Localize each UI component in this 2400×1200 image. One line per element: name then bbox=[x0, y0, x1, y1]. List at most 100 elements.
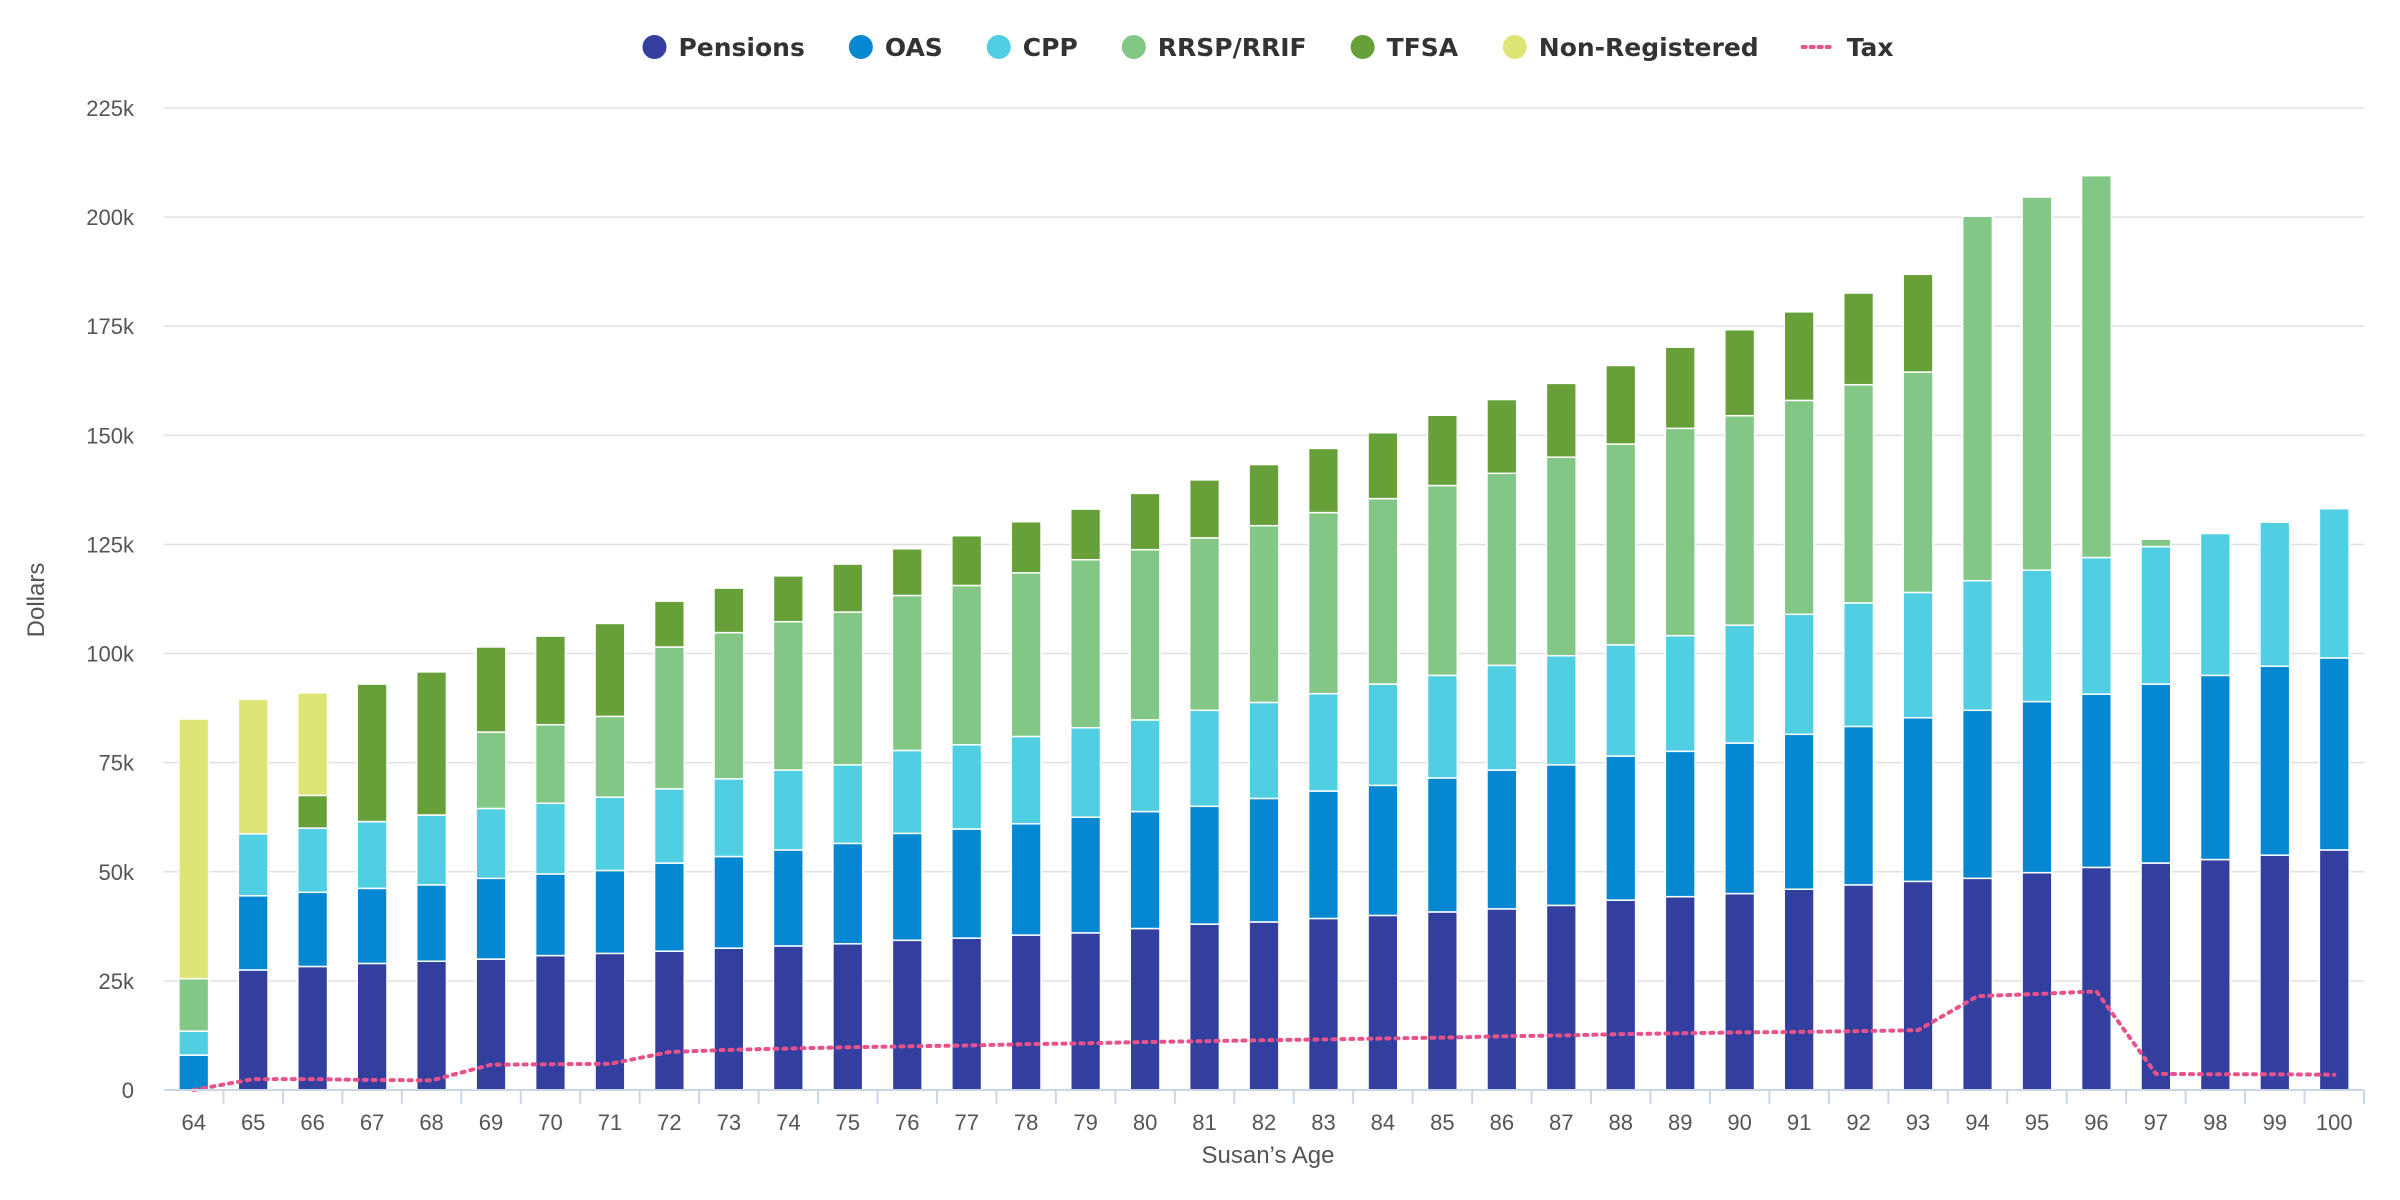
bar-rrsp-rrif-78[interactable] bbox=[1010, 572, 1042, 738]
bar-pensions-75[interactable] bbox=[832, 943, 864, 1091]
bar-pensions-67[interactable] bbox=[356, 962, 388, 1091]
bar-oas-95[interactable] bbox=[2021, 700, 2053, 874]
bar-rrsp-rrif-69[interactable] bbox=[475, 731, 507, 810]
bar-oas-90[interactable] bbox=[1724, 742, 1756, 895]
bar-oas-99[interactable] bbox=[2259, 665, 2291, 856]
bar-pensions-89[interactable] bbox=[1664, 895, 1696, 1091]
bar-pensions-99[interactable] bbox=[2259, 854, 2291, 1091]
bar-tfsa-77[interactable] bbox=[951, 534, 983, 587]
bar-oas-86[interactable] bbox=[1486, 769, 1518, 910]
legend-item-tfsa[interactable]: TFSA bbox=[1350, 33, 1459, 62]
bar-pensions-90[interactable] bbox=[1724, 892, 1756, 1091]
bar-rrsp-rrif-83[interactable] bbox=[1307, 511, 1340, 695]
bar-cpp-86[interactable] bbox=[1486, 664, 1518, 771]
bar-pensions-71[interactable] bbox=[594, 952, 626, 1091]
bar-rrsp-rrif-86[interactable] bbox=[1486, 472, 1518, 667]
bar-pensions-94[interactable] bbox=[1961, 877, 1994, 1091]
bar-oas-77[interactable] bbox=[951, 828, 983, 939]
bar-cpp-83[interactable] bbox=[1307, 692, 1340, 792]
bar-pensions-100[interactable] bbox=[2318, 849, 2350, 1091]
bar-cpp-93[interactable] bbox=[1902, 591, 1934, 719]
bar-rrsp-rrif-76[interactable] bbox=[891, 594, 923, 752]
bar-oas-64[interactable] bbox=[178, 1054, 210, 1091]
bar-pensions-83[interactable] bbox=[1307, 917, 1340, 1091]
bar-tfsa-73[interactable] bbox=[713, 587, 745, 634]
bar-oas-76[interactable] bbox=[891, 832, 923, 942]
bar-oas-100[interactable] bbox=[2318, 657, 2350, 851]
bar-oas-79[interactable] bbox=[1070, 816, 1102, 934]
bar-tfsa-92[interactable] bbox=[1842, 292, 1875, 386]
bar-cpp-97[interactable] bbox=[2140, 545, 2172, 685]
bar-cpp-99[interactable] bbox=[2259, 521, 2291, 667]
bar-oas-81[interactable] bbox=[1188, 805, 1221, 925]
bar-tfsa-84[interactable] bbox=[1367, 431, 1399, 500]
bar-tfsa-66[interactable] bbox=[297, 794, 329, 829]
bar-rrsp-rrif-87[interactable] bbox=[1545, 456, 1577, 657]
bar-cpp-67[interactable] bbox=[356, 820, 388, 890]
bar-cpp-66[interactable] bbox=[297, 827, 329, 894]
legend-item-cpp[interactable]: CPP bbox=[986, 33, 1078, 62]
bar-cpp-88[interactable] bbox=[1605, 644, 1637, 757]
bar-oas-68[interactable] bbox=[415, 884, 448, 962]
bar-pensions-91[interactable] bbox=[1783, 888, 1815, 1091]
bar-pensions-95[interactable] bbox=[2021, 871, 2053, 1091]
bar-rrsp-rrif-97[interactable] bbox=[2140, 538, 2172, 548]
bar-rrsp-rrif-85[interactable] bbox=[1426, 484, 1458, 677]
bar-rrsp-rrif-96[interactable] bbox=[2080, 174, 2113, 559]
bar-pensions-98[interactable] bbox=[2199, 858, 2231, 1091]
bar-cpp-94[interactable] bbox=[1961, 579, 1994, 712]
bar-cpp-91[interactable] bbox=[1783, 613, 1815, 736]
bar-rrsp-rrif-64[interactable] bbox=[178, 977, 210, 1032]
bar-oas-67[interactable] bbox=[356, 887, 388, 965]
bar-rrsp-rrif-90[interactable] bbox=[1724, 414, 1756, 626]
bar-cpp-70[interactable] bbox=[534, 802, 567, 875]
bar-oas-84[interactable] bbox=[1367, 784, 1399, 917]
bar-cpp-92[interactable] bbox=[1842, 602, 1875, 728]
bar-pensions-76[interactable] bbox=[891, 939, 923, 1091]
bar-tfsa-71[interactable] bbox=[594, 622, 626, 718]
bar-pensions-77[interactable] bbox=[951, 937, 983, 1091]
bar-pensions-87[interactable] bbox=[1545, 904, 1577, 1091]
bar-pensions-80[interactable] bbox=[1129, 927, 1161, 1091]
bar-tfsa-82[interactable] bbox=[1248, 463, 1280, 527]
bar-rrsp-rrif-93[interactable] bbox=[1902, 371, 1934, 594]
bar-cpp-73[interactable] bbox=[713, 778, 745, 858]
bar-oas-98[interactable] bbox=[2199, 674, 2231, 861]
bar-cpp-76[interactable] bbox=[891, 749, 923, 835]
bar-pensions-93[interactable] bbox=[1902, 880, 1934, 1091]
bar-rrsp-rrif-92[interactable] bbox=[1842, 383, 1875, 604]
bar-tfsa-81[interactable] bbox=[1188, 479, 1221, 539]
bar-oas-80[interactable] bbox=[1129, 810, 1161, 930]
bar-rrsp-rrif-89[interactable] bbox=[1664, 427, 1696, 637]
bar-cpp-75[interactable] bbox=[832, 764, 864, 845]
bar-cpp-100[interactable] bbox=[2318, 507, 2350, 659]
bar-cpp-82[interactable] bbox=[1248, 701, 1280, 800]
bar-non-registered-66[interactable] bbox=[297, 692, 329, 797]
bar-oas-85[interactable] bbox=[1426, 777, 1458, 913]
bar-tfsa-85[interactable] bbox=[1426, 414, 1458, 487]
bar-tfsa-74[interactable] bbox=[772, 575, 804, 623]
bar-pensions-65[interactable] bbox=[237, 969, 269, 1091]
bar-cpp-65[interactable] bbox=[237, 833, 269, 897]
bar-cpp-85[interactable] bbox=[1426, 674, 1458, 779]
legend-item-non-registered[interactable]: Non-Registered bbox=[1502, 33, 1759, 62]
bar-pensions-73[interactable] bbox=[713, 947, 745, 1091]
bar-cpp-90[interactable] bbox=[1724, 624, 1756, 744]
bar-oas-88[interactable] bbox=[1605, 755, 1637, 901]
bar-pensions-74[interactable] bbox=[772, 945, 804, 1091]
legend-item-oas[interactable]: OAS bbox=[848, 33, 943, 62]
bar-oas-74[interactable] bbox=[772, 849, 804, 947]
bar-pensions-66[interactable] bbox=[297, 965, 329, 1091]
bar-cpp-77[interactable] bbox=[951, 744, 983, 830]
bar-oas-92[interactable] bbox=[1842, 725, 1875, 886]
bar-oas-78[interactable] bbox=[1010, 823, 1042, 936]
bar-oas-82[interactable] bbox=[1248, 797, 1280, 923]
bar-cpp-71[interactable] bbox=[594, 796, 626, 872]
bar-rrsp-rrif-77[interactable] bbox=[951, 584, 983, 746]
bar-oas-65[interactable] bbox=[237, 895, 269, 971]
bar-cpp-87[interactable] bbox=[1545, 654, 1577, 766]
bar-pensions-81[interactable] bbox=[1188, 923, 1221, 1091]
legend-item-rrsp-rrif[interactable]: RRSP/RRIF bbox=[1121, 33, 1307, 62]
bar-rrsp-rrif-75[interactable] bbox=[832, 611, 864, 766]
bar-tfsa-72[interactable] bbox=[653, 600, 686, 648]
